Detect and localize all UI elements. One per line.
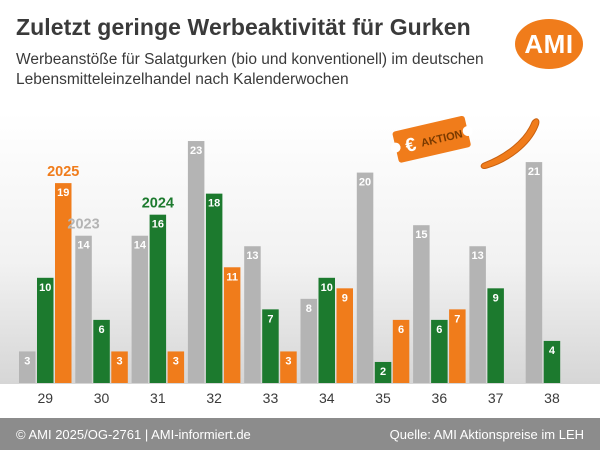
footer: © AMI 2025/OG-2761 | AMI-informiert.de Q…: [0, 418, 600, 450]
bar-labels-group: 3101914631416323181113738109202615671392…: [24, 145, 556, 378]
bar-value-2023-kw32: 23: [190, 145, 202, 157]
bar-value-2023-kw37: 13: [472, 250, 484, 262]
bar-value-2025-kw36: 7: [454, 313, 460, 325]
bars-group: [19, 141, 561, 383]
legend-2024: 2024: [142, 196, 174, 212]
bar-value-2023-kw34: 8: [306, 303, 312, 315]
euro-icon: €: [403, 134, 418, 157]
bar-2023-kw31: [131, 235, 149, 383]
bar-2023-kw34: [300, 298, 317, 383]
bar-2025-kw36: [449, 309, 466, 383]
bar-value-2024-kw30: 6: [98, 324, 104, 336]
bar-value-2025-kw34: 9: [342, 292, 348, 304]
bar-2023-kw32: [187, 141, 205, 383]
bar-2023-kw30: [75, 235, 92, 383]
x-tick-kw34: 34: [319, 390, 335, 406]
bar-value-2024-kw35: 2: [380, 366, 386, 378]
bar-2023-kw38: [525, 162, 543, 383]
x-tick-kw38: 38: [544, 390, 560, 406]
bar-value-2024-kw33: 7: [267, 313, 273, 325]
chart-subtitle: Werbeanstöße für Salatgurken (bio und ko…: [16, 51, 484, 88]
bar-2025-kw32: [223, 267, 241, 383]
bar-2023-kw37: [469, 246, 486, 383]
aktion-badge: € AKTION: [390, 115, 473, 163]
bar-value-2024-kw32: 18: [208, 198, 220, 210]
bar-value-2024-kw29: 10: [39, 282, 51, 294]
ami-logo: AMI: [515, 19, 583, 69]
bar-2024-kw37: [487, 288, 504, 383]
x-tick-kw36: 36: [432, 390, 448, 406]
bar-value-2025-kw29: 19: [57, 187, 69, 199]
bar-2024-kw31: [149, 214, 167, 383]
bar-value-2023-kw31: 14: [134, 240, 147, 252]
cucumber-icon: [480, 118, 540, 169]
bar-value-2023-kw29: 3: [24, 355, 30, 367]
bar-2024-kw36: [431, 319, 448, 383]
x-tick-kw29: 29: [37, 390, 53, 406]
bar-value-2024-kw31: 16: [152, 219, 164, 231]
bar-value-2025-kw30: 3: [116, 355, 122, 367]
x-axis-band: [0, 384, 600, 416]
bar-2025-kw30: [111, 351, 128, 383]
bar-2024-kw35: [374, 361, 392, 383]
bar-2025-kw33: [280, 351, 297, 383]
bar-value-2024-kw37: 9: [493, 292, 499, 304]
x-tick-kw32: 32: [206, 390, 222, 406]
bar-value-2023-kw38: 21: [528, 166, 540, 178]
bar-2023-kw33: [244, 246, 261, 383]
bar-2024-kw30: [93, 319, 110, 383]
x-tick-kw37: 37: [488, 390, 504, 406]
bar-value-2023-kw35: 20: [359, 177, 371, 189]
chart-title: Zuletzt geringe Werbeaktivität für Gurke…: [16, 14, 471, 40]
bar-2023-kw29: [19, 351, 36, 383]
bar-value-2023-kw36: 15: [415, 229, 427, 241]
aktion-ticket: [392, 115, 471, 163]
bar-value-2023-kw30: 14: [77, 240, 90, 252]
footer-source: Quelle: AMI Aktionspreise im LEH: [389, 427, 584, 442]
bar-2024-kw34: [318, 277, 335, 383]
bar-2025-kw34: [336, 288, 353, 383]
bar-value-2024-kw34: 10: [321, 282, 333, 294]
bar-2025-kw35: [392, 319, 410, 383]
x-tick-kw33: 33: [263, 390, 279, 406]
bar-2024-kw32: [205, 193, 223, 383]
bar-value-2025-kw33: 3: [285, 355, 291, 367]
bar-value-2024-kw38: 4: [549, 345, 556, 357]
bar-2024-kw29: [37, 277, 54, 383]
bar-value-2025-kw32: 11: [226, 271, 238, 283]
bar-2023-kw35: [356, 172, 374, 383]
bar-value-2024-kw36: 6: [436, 324, 442, 336]
bar-value-2025-kw35: 6: [398, 324, 404, 336]
bar-2023-kw36: [413, 225, 430, 383]
x-tick-kw31: 31: [150, 390, 166, 406]
x-ticks-group: 29 30 31 32 33 34 35 36 37 38: [37, 390, 559, 406]
bar-value-2025-kw31: 3: [173, 355, 179, 367]
bar-2024-kw38: [543, 340, 561, 383]
x-tick-kw35: 35: [375, 390, 391, 406]
legend-2025: 2025: [47, 164, 79, 180]
bar-2025-kw31: [167, 351, 185, 383]
footer-copyright: © AMI 2025/OG-2761 | AMI-informiert.de: [16, 427, 251, 442]
bar-2024-kw33: [262, 309, 279, 383]
bar-2025-kw29: [55, 183, 72, 383]
legend-2023: 2023: [67, 217, 99, 233]
legend-group: 2023 2024 2025: [47, 164, 174, 233]
bar-value-2023-kw33: 13: [246, 250, 258, 262]
x-tick-kw30: 30: [94, 390, 110, 406]
